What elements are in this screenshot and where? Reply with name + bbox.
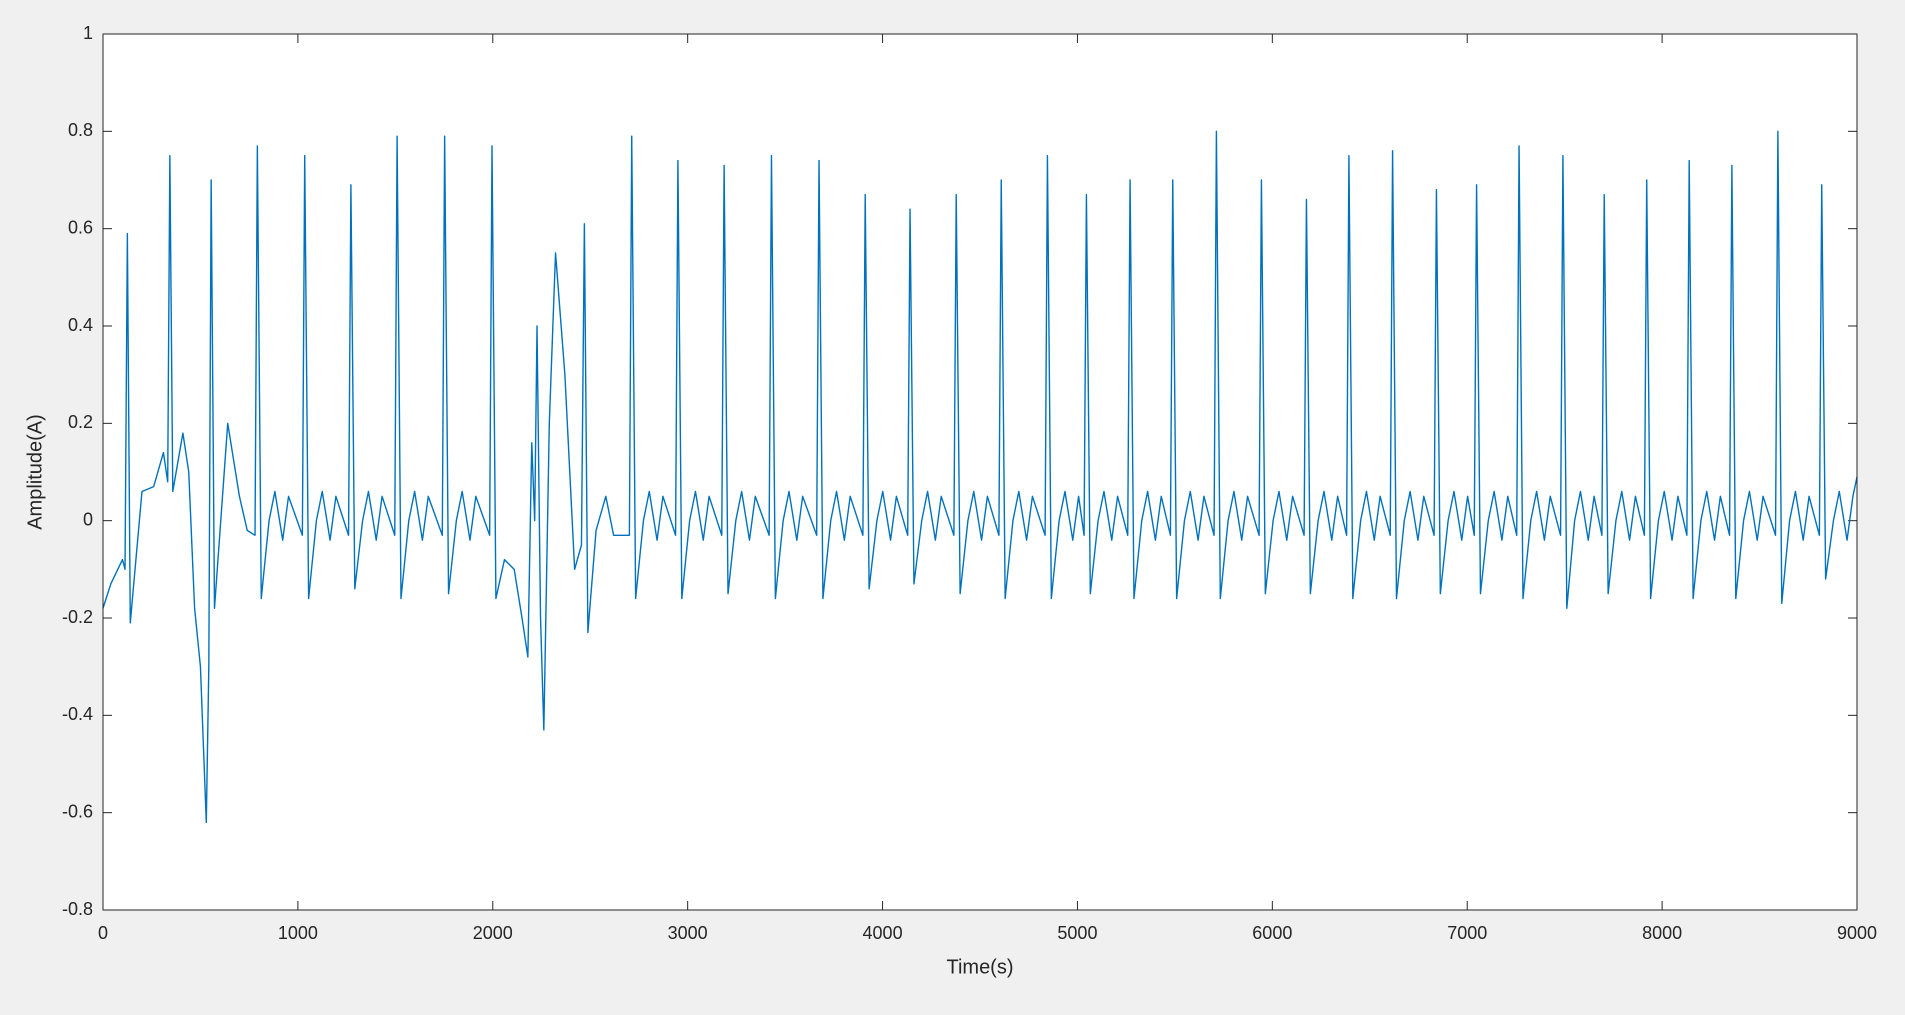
- x-tick-label: 0: [98, 923, 108, 943]
- y-tick-label: 0.4: [68, 315, 93, 335]
- x-tick-label: 5000: [1057, 923, 1097, 943]
- y-tick-label: 0.8: [68, 120, 93, 140]
- x-tick-label: 3000: [668, 923, 708, 943]
- y-tick-label: 0.2: [68, 412, 93, 432]
- y-axis-label: Amplitude(A): [24, 414, 46, 530]
- y-tick-label: -0.8: [62, 899, 93, 919]
- x-tick-label: 9000: [1837, 923, 1877, 943]
- plot-area: [103, 34, 1857, 910]
- y-tick-label: -0.4: [62, 704, 93, 724]
- x-axis-label: Time(s): [946, 956, 1013, 978]
- axes-box: [102, 33, 1858, 911]
- y-tick-label: -0.2: [62, 607, 93, 627]
- x-tick-label: 7000: [1447, 923, 1487, 943]
- x-tick-label: 6000: [1252, 923, 1292, 943]
- y-tick-label: 1: [83, 23, 93, 43]
- y-tick-label: 0.6: [68, 217, 93, 237]
- y-tick-label: 0: [83, 509, 93, 529]
- signal-line: [102, 130, 1858, 824]
- x-tick-label: 2000: [473, 923, 513, 943]
- x-tick-label: 1000: [278, 923, 318, 943]
- x-tick-label: 8000: [1642, 923, 1682, 943]
- y-tick-label: -0.6: [62, 801, 93, 821]
- x-tick-label: 4000: [863, 923, 903, 943]
